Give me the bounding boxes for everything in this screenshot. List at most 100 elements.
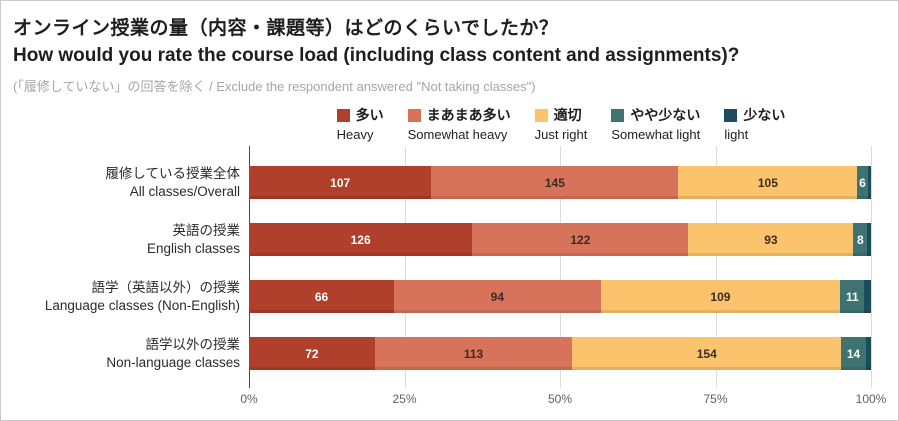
bar-segment: 122	[472, 223, 689, 256]
segment-value-label: 94	[490, 289, 505, 304]
segment-value-label: 107	[330, 175, 351, 190]
bar-row: 66 94 109 11	[249, 268, 871, 325]
bar-segment	[864, 280, 871, 313]
plot-area: 107 145 105 6 126 122 93 8 66 94 109 11 72 113 154 14	[249, 146, 872, 388]
chart-legend: 多い Heavy まあまあ多い Somewhat heavy 適切 Just right や…	[249, 105, 873, 142]
bar-segment: 14	[841, 337, 866, 370]
gridline-75	[715, 146, 717, 388]
bar-segment	[867, 223, 871, 256]
page-title-en: How would you rate the course load (incl…	[13, 45, 740, 66]
gridline-100	[871, 146, 872, 388]
x-tick-label: 100%	[855, 392, 887, 406]
segment-value-label: 8	[857, 232, 864, 247]
bar-row: 72 113 154 14	[249, 325, 871, 382]
bar-segment	[867, 166, 871, 199]
segment-value-label: 6	[859, 175, 866, 190]
legend-item-top: 少ない	[724, 105, 785, 125]
legend-item-top: まあまあ多い	[407, 105, 511, 125]
bar-segment: 109	[600, 280, 841, 313]
category-label-ja: 履修している授業全体	[105, 165, 240, 181]
legend-item-top: やや少ない	[611, 105, 700, 125]
legend-label-ja: やや少ない	[630, 107, 701, 123]
stacked-bar: 126 122 93 8	[249, 223, 871, 256]
segment-value-label: 126	[350, 232, 371, 247]
page-title-ja: オンライン授業の量（内容・課題等）はどのくらいでしたか？	[13, 18, 559, 39]
legend-swatch	[407, 108, 421, 122]
header: オンライン授業の量（内容・課題等）はどのくらいでしたか？ How would y…	[1, 1, 898, 95]
bar-segment: 154	[572, 337, 842, 370]
segment-value-label: 122	[570, 232, 591, 247]
legend-label-en: Just right	[534, 127, 588, 142]
bar-segment: 107	[249, 166, 432, 199]
segment-value-label: 66	[314, 289, 329, 304]
plot-column: 107 145 105 6 126 122 93 8 66 94 109 11 72 113 154 14 0…	[240, 146, 886, 410]
category-label-ja: 語学以外の授業	[145, 336, 241, 352]
legend-item: 適切 Just right	[534, 105, 588, 142]
legend-swatch	[611, 108, 625, 122]
stacked-bar: 107 145 105 6	[249, 166, 871, 199]
category-label: 語学（英語以外）の授業 Language classes (Non-English…	[11, 268, 249, 325]
legend-item: 多い Heavy	[336, 105, 384, 142]
x-axis: 0% 25% 50% 75% 100%	[240, 390, 886, 410]
bar-segment	[865, 337, 871, 370]
bar-segment: 72	[249, 337, 375, 370]
bar-segment: 94	[394, 280, 601, 313]
legend-label-en: Somewhat light	[611, 127, 701, 142]
x-tick-label: 75%	[703, 392, 728, 406]
legend-swatch	[336, 108, 350, 122]
category-label: 英語の授業 English classes	[11, 211, 249, 268]
category-label-en: Non-language classes	[106, 354, 240, 370]
category-label-en: Language classes (Non-English)	[44, 297, 240, 313]
legend-item: 少ない light	[724, 105, 785, 142]
bar-segment: 105	[678, 166, 858, 199]
category-label-en: English classes	[146, 240, 240, 256]
legend-item: まあまあ多い Somewhat heavy	[407, 105, 511, 142]
category-label-ja: 語学（英語以外）の授業	[91, 279, 241, 295]
stacked-bar: 66 94 109 11	[249, 280, 871, 313]
bar-row: 126 122 93 8	[249, 211, 871, 268]
legend-label-en: Heavy	[336, 127, 374, 142]
legend-swatch	[534, 108, 548, 122]
stacked-bar-chart: 履修している授業全体 All classes/Overall 英語の授業 Englis…	[1, 144, 898, 410]
legend-label-en: light	[724, 127, 749, 142]
bar-segment: 8	[853, 223, 868, 256]
category-label: 履修している授業全体 All classes/Overall	[11, 154, 249, 211]
legend-item: やや少ない Somewhat light	[611, 105, 700, 142]
bar-segment: 93	[688, 223, 854, 256]
segment-value-label: 113	[463, 346, 484, 361]
category-labels-column: 履修している授業全体 All classes/Overall 英語の授業 Englis…	[11, 146, 249, 410]
x-tick-label: 0%	[240, 392, 258, 406]
legend-item-top: 多い	[336, 105, 384, 125]
legend-label-ja: 適切	[553, 107, 582, 123]
bar-segment: 11	[840, 280, 865, 313]
gridline-25	[404, 146, 406, 388]
page-subtitle: (「履修していない」の回答を除く / Exclude the responden…	[13, 79, 536, 94]
bar-row: 107 145 105 6	[249, 154, 871, 211]
bar-segment: 145	[431, 166, 679, 199]
gridline-50	[560, 146, 561, 388]
legend-item-top: 適切	[534, 105, 582, 125]
category-label-ja: 英語の授業	[172, 222, 241, 238]
bar-segment: 66	[249, 280, 395, 313]
stacked-bar: 72 113 154 14	[249, 337, 871, 370]
category-label: 語学以外の授業 Non-language classes	[11, 325, 249, 382]
legend-label-ja: 少ない	[743, 107, 786, 123]
legend-label-en: Somewhat heavy	[407, 127, 508, 142]
segment-value-label: 72	[305, 346, 319, 361]
x-tick-label: 25%	[392, 392, 417, 406]
segment-value-label: 93	[764, 232, 778, 247]
x-tick-label: 50%	[547, 392, 573, 406]
y-axis-line	[249, 146, 250, 388]
segment-value-label: 109	[710, 289, 731, 304]
segment-value-label: 11	[845, 289, 859, 304]
bar-segment: 113	[374, 337, 573, 370]
legend-swatch	[724, 108, 738, 122]
segment-value-label: 154	[696, 346, 717, 361]
bar-segment: 126	[249, 223, 473, 256]
legend-label-ja: まあまあ多い	[426, 107, 511, 123]
segment-value-label: 105	[757, 175, 778, 190]
segment-value-label: 145	[544, 175, 565, 190]
legend-label-ja: 多い	[355, 107, 384, 123]
segment-value-label: 14	[846, 346, 861, 361]
bar-segment: 6	[857, 166, 868, 199]
